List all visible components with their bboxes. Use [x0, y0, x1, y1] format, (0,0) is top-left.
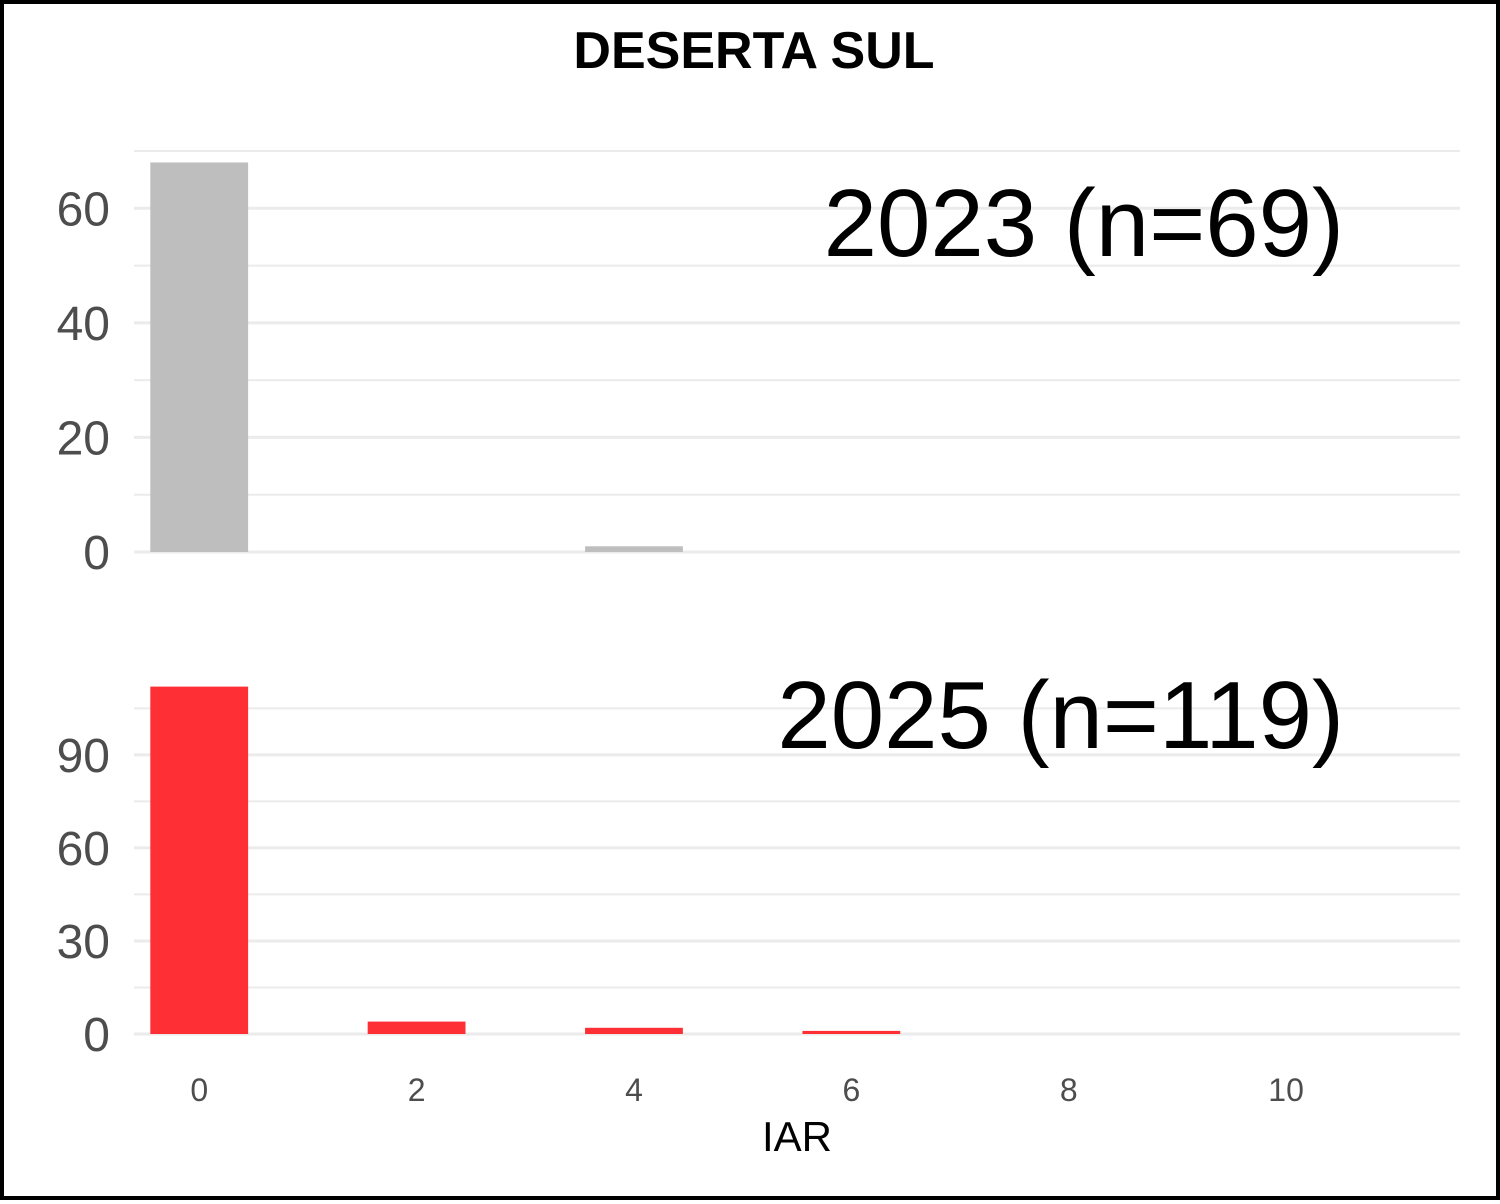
y-tick-label: 20 — [57, 412, 110, 465]
panel-1: 0 20 40 60 2023 (n=69) — [57, 150, 1460, 580]
bar — [802, 1030, 901, 1034]
panel-label: 2023 (n=69) — [824, 170, 1344, 277]
x-axis: 0 2 4 6 8 10 — [190, 1072, 1304, 1108]
panel-grid — [134, 707, 1460, 1036]
panel-label: 2025 (n=119) — [777, 662, 1344, 769]
x-axis-label: IAR — [762, 1113, 832, 1160]
panel-grid — [134, 150, 1460, 554]
x-tick-label: 0 — [190, 1072, 208, 1108]
bar — [367, 1021, 466, 1034]
y-tick-label: 0 — [83, 527, 110, 580]
chart-panels: 0 20 40 60 2023 (n=69) 0 30 60 90 2025 (n=119) — [57, 150, 1460, 1062]
y-tick-label: 40 — [57, 298, 110, 351]
y-tick-label: 60 — [57, 183, 110, 236]
bar — [585, 1027, 683, 1034]
x-tick-label: 4 — [625, 1072, 643, 1108]
chart-title: DESERTA SUL — [573, 22, 934, 80]
y-tick-label: 0 — [83, 1009, 110, 1062]
panel-2: 0 30 60 90 2025 (n=119) — [57, 662, 1460, 1062]
x-tick-label: 2 — [408, 1072, 426, 1108]
x-tick-label: 10 — [1268, 1072, 1304, 1108]
y-tick-label: 30 — [57, 916, 110, 969]
y-tick-label: 60 — [57, 823, 110, 876]
bar — [150, 686, 249, 1034]
bar — [150, 162, 249, 552]
bar — [585, 546, 683, 552]
y-tick-label: 90 — [57, 730, 110, 783]
x-tick-label: 8 — [1060, 1072, 1078, 1108]
x-tick-label: 6 — [842, 1072, 860, 1108]
